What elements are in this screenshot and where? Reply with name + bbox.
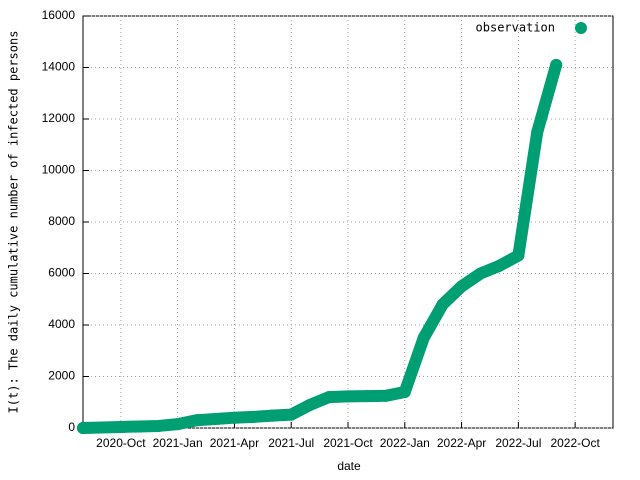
data-point	[77, 422, 89, 434]
data-point	[531, 125, 544, 138]
y-tick-label: 4000	[48, 317, 75, 331]
y-tick-label: 16000	[42, 8, 76, 22]
x-tick-label: 2022-Oct	[550, 436, 600, 450]
data-point	[266, 409, 279, 422]
data-point	[417, 331, 430, 344]
data-point	[171, 418, 184, 431]
y-tick-label: 8000	[48, 214, 75, 228]
y-tick-label: 10000	[42, 163, 76, 177]
x-axis-label: date	[337, 459, 361, 473]
data-point	[360, 390, 373, 403]
y-tick-label: 14000	[42, 60, 76, 74]
data-point	[285, 408, 298, 421]
x-tick-label: 2022-Apr	[437, 436, 486, 450]
data-point	[379, 389, 392, 402]
data-point	[247, 410, 260, 423]
data-point	[323, 391, 336, 404]
x-tick-label: 2022-Jan	[380, 436, 430, 450]
data-point	[228, 411, 241, 424]
data-point	[114, 420, 127, 433]
x-tick-label: 2021-Jul	[268, 436, 314, 450]
x-tick-label: 2021-Apr	[210, 436, 259, 450]
data-point	[342, 390, 354, 403]
data-point	[550, 58, 563, 71]
x-tick-label: 2020-Oct	[96, 436, 146, 450]
y-tick-label: 12000	[42, 111, 76, 125]
y-tick-label: 0	[68, 420, 75, 434]
data-point	[436, 298, 449, 311]
data-point	[493, 259, 506, 272]
data-point	[133, 420, 146, 433]
x-tick-label: 2022-Jul	[495, 436, 541, 450]
data-point	[455, 280, 468, 293]
y-tick-label: 2000	[48, 369, 75, 383]
y-axis-label: I(t): The daily cumulative number of inf…	[7, 31, 21, 414]
data-point	[398, 385, 411, 398]
y-tick-label: 6000	[48, 266, 75, 280]
legend-label: observation	[476, 21, 555, 35]
data-point	[304, 398, 317, 411]
data-point	[95, 421, 108, 434]
data-point	[152, 419, 165, 432]
data-point	[209, 412, 222, 425]
data-point	[474, 267, 487, 280]
data-point	[512, 249, 525, 262]
legend-marker	[575, 22, 587, 34]
x-tick-label: 2021-Jan	[153, 436, 203, 450]
data-point	[190, 414, 203, 427]
x-tick-label: 2021-Oct	[323, 436, 373, 450]
